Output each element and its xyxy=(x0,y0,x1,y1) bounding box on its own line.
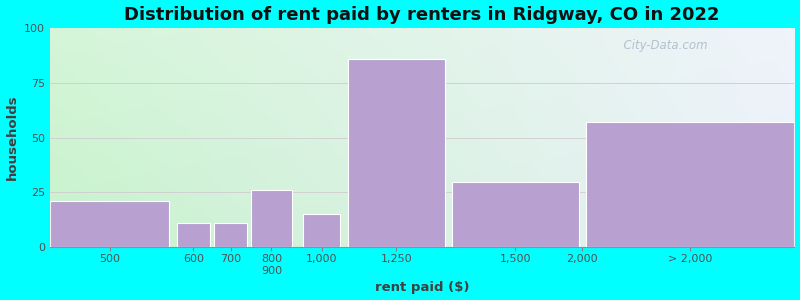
Bar xyxy=(348,58,445,247)
X-axis label: rent paid ($): rent paid ($) xyxy=(375,281,470,294)
Title: Distribution of rent paid by renters in Ridgway, CO in 2022: Distribution of rent paid by renters in … xyxy=(125,6,720,24)
Bar xyxy=(586,122,794,247)
Text: City-Data.com: City-Data.com xyxy=(616,39,707,52)
Bar xyxy=(452,182,578,247)
Y-axis label: households: households xyxy=(6,95,18,180)
Bar xyxy=(50,201,169,247)
Bar xyxy=(303,214,340,247)
Bar xyxy=(214,223,247,247)
Bar xyxy=(177,223,210,247)
Bar xyxy=(251,190,292,247)
